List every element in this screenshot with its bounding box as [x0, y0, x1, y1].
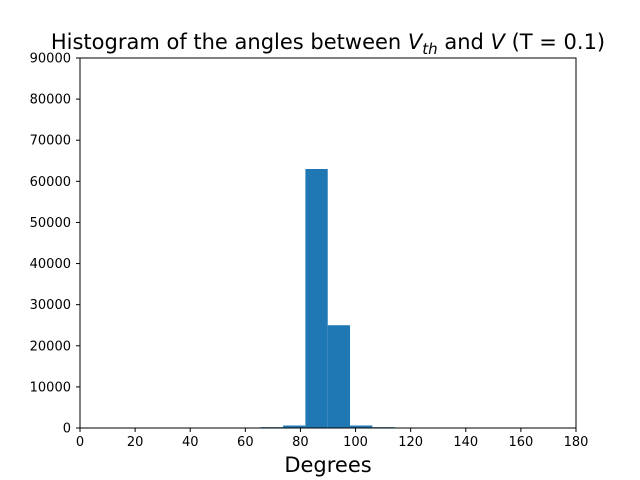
y-tick-label-60000: 60000 [30, 175, 71, 190]
plot-frame [79, 57, 577, 429]
y-tick-label-50000: 50000 [30, 216, 71, 231]
y-tick-label-70000: 70000 [30, 134, 71, 149]
x-tick-label-20: 20 [127, 435, 144, 450]
histogram-bar-3 [327, 325, 351, 428]
x-tick-label-0: 0 [76, 435, 84, 450]
histogram-bar-4 [350, 425, 373, 428]
chart-title: Histogram of the angles between Vth and … [51, 30, 605, 58]
x-tick-label-80: 80 [292, 435, 309, 450]
y-tick-label-20000: 20000 [30, 339, 71, 354]
y-tick-label-90000: 90000 [30, 52, 71, 67]
x-tick-label-180: 180 [564, 435, 589, 450]
y-tick-label-0: 0 [63, 422, 71, 437]
histogram-bar-2 [305, 169, 328, 428]
bars-layer [260, 169, 395, 428]
x-tick-label-100: 100 [343, 435, 368, 450]
x-tick-label-40: 40 [182, 435, 199, 450]
x-tick-label-120: 120 [398, 435, 423, 450]
x-tick-label-60: 60 [237, 435, 254, 450]
x-tick-label-160: 160 [508, 435, 533, 450]
axes-layer: 0 20 40 60 80 100 120 140 160 180 0 10000 20000 30000… [30, 52, 589, 451]
x-axis-label: Degrees [284, 453, 371, 477]
x-tick-label-140: 140 [453, 435, 478, 450]
y-tick-label-80000: 80000 [30, 93, 71, 108]
y-tick-label-10000: 10000 [30, 380, 71, 395]
y-tick-label-30000: 30000 [30, 298, 71, 313]
histogram-bar-1 [283, 425, 306, 428]
y-tick-label-40000: 40000 [30, 257, 71, 272]
